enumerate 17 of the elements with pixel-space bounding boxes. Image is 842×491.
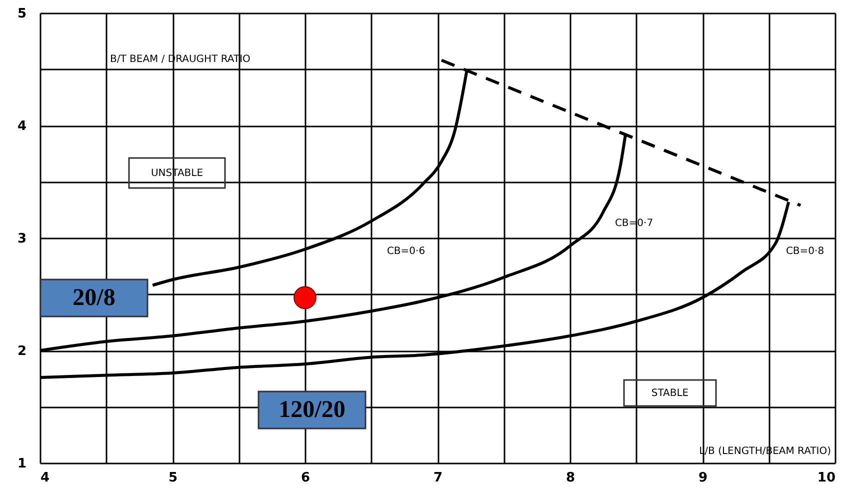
y-tick-label: 2 (17, 344, 26, 359)
y-tick-label: 5 (17, 6, 26, 22)
annotation: STABLE (651, 388, 689, 399)
annotation: CB=0·8 (786, 246, 824, 257)
x-tick-label: 6 (300, 470, 310, 486)
x-tick-label: 4 (40, 470, 50, 486)
annotation: 120/20 (278, 397, 346, 423)
annotation: 20/8 (72, 285, 116, 311)
y-tick-label: 1 (17, 456, 26, 472)
x-tick-label: 8 (566, 470, 576, 486)
x-tick-label: 7 (433, 470, 443, 486)
annotation: CB=0·6 (386, 246, 426, 257)
x-tick-label: 5 (168, 470, 178, 486)
x-tick-label: 9 (698, 470, 708, 486)
y-tick-label: 3 (17, 232, 26, 246)
x-tick-label: 10 (817, 470, 836, 486)
y-tick-label: 4 (17, 119, 26, 134)
